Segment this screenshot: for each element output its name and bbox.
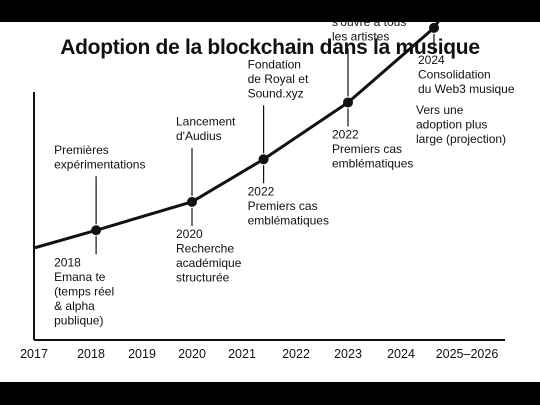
chart-title: Adoption de la blockchain dans la musiqu… <box>60 36 480 59</box>
annotation-line: emblématiques <box>248 213 329 227</box>
x-tick-label: 2023 <box>334 347 362 361</box>
annotation-line: 2022 <box>332 127 359 141</box>
data-point <box>258 154 269 165</box>
data-point <box>429 22 439 33</box>
annotation-line: les artistes <box>332 29 389 43</box>
x-tick-label: 2020 <box>178 347 206 361</box>
annotation-text: 2020 Recherche académique structurée <box>176 227 242 285</box>
annotation-text: Lancement d'Audius <box>176 114 236 143</box>
annotation-line: publique) <box>54 313 103 327</box>
chart-canvas: Adoption de la blockchain dans la musiqu… <box>0 22 540 382</box>
x-tick-label: 2024 <box>387 347 415 361</box>
annotation-line: & alpha <box>54 299 95 313</box>
annotation-text: 2022 Premiers cas emblématiques <box>332 127 413 170</box>
annotation-line: d'Audius <box>176 129 222 143</box>
annotation-text: 2018 Emana te (temps réel & alpha publique) <box>54 255 114 327</box>
annotation-line: académique <box>176 256 242 270</box>
annotation-line: Vers une <box>416 103 464 117</box>
annotation-line: 2018 <box>54 255 81 269</box>
annotation-line: Lancement <box>176 114 236 128</box>
annotation-text: Fondation de Royal et Sound.xyz <box>248 57 309 100</box>
annotation-line: de Royal et <box>248 72 309 86</box>
annotation-line: Sound.xyz <box>248 86 304 100</box>
annotation-line: Premières <box>54 143 109 157</box>
annotation-line: Fondation <box>248 57 301 71</box>
annotation-line: 2024 <box>418 53 445 67</box>
annotation-line: structurée <box>176 270 230 284</box>
x-tick-label: 2017 <box>20 347 48 361</box>
x-tick-label: 2018 <box>77 347 105 361</box>
annotation-text: Premières expérimentations <box>54 143 145 172</box>
annotation-text: 2024 Consolidation du Web3 musique <box>418 53 515 96</box>
annotation-line: Consolidation <box>418 67 491 81</box>
annotation-line: 2022 <box>248 184 275 198</box>
data-point <box>91 225 102 236</box>
annotation-line: du Web3 musique <box>418 82 515 96</box>
annotation-text: 2022 Premiers cas emblématiques <box>248 184 329 227</box>
x-tick-label: 2021 <box>228 347 256 361</box>
data-point <box>343 97 353 108</box>
annotation-line: Premiers cas <box>332 142 402 156</box>
x-tick-label: 2025–2026 <box>436 347 499 361</box>
x-tick-label: 2022 <box>282 347 310 361</box>
annotation-line: 2020 <box>176 227 203 241</box>
annotation-line: Recherche <box>176 241 234 255</box>
annotation-line: Premiers cas <box>248 199 318 213</box>
annotation-line: emblématiques <box>332 156 413 170</box>
data-point <box>187 196 197 207</box>
annotation-line: (temps réel <box>54 284 114 298</box>
annotation-text: Vers une adoption plus large (projection) <box>416 103 506 146</box>
annotation-line: large (projection) <box>416 132 506 146</box>
annotation-line: Emana te <box>54 270 106 284</box>
annotation-line: adoption plus <box>416 118 487 132</box>
annotation-text: Sound.xyzs'ouvre a tousles artistes <box>332 22 406 43</box>
annotation-line: expérimentations <box>54 157 145 171</box>
chart-plot: 2017 2018 2019 2020 2021 2022 2023 2024 2025–202… <box>20 22 515 361</box>
annotation-line: s'ouvre a tous <box>332 22 406 29</box>
x-tick-label: 2019 <box>128 347 156 361</box>
